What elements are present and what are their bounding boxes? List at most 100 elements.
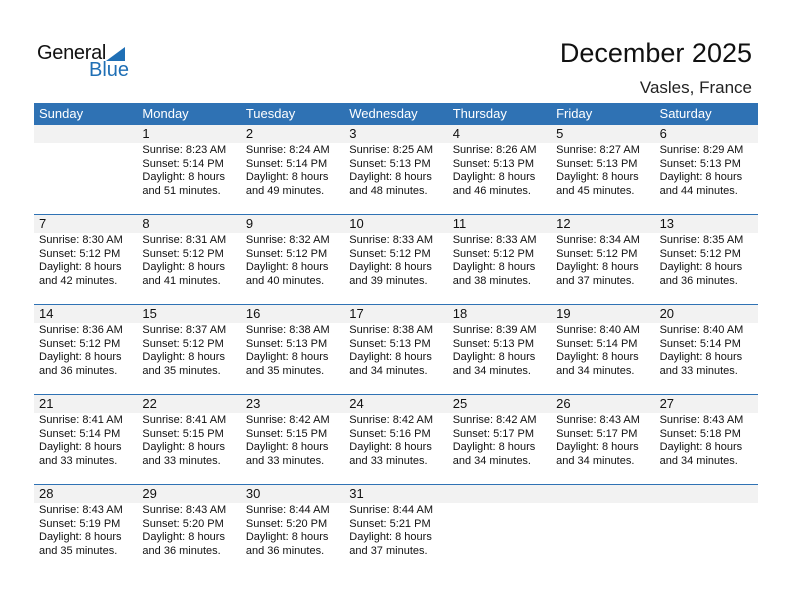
daylight-text: Daylight: 8 hours [245, 351, 329, 363]
daylight-text: and 46 minutes. [452, 184, 531, 197]
day-number-band [34, 215, 758, 233]
daylight-text: and 34 minutes. [349, 364, 428, 377]
day-cell: 13 Sunrise: 8:35 AM Sunset: 5:12 PM Dayligh… [655, 215, 758, 305]
daylight-text: Daylight: 8 hours [659, 171, 743, 183]
day-number: 30 [245, 486, 261, 501]
daylight-text: and 49 minutes. [245, 184, 325, 197]
daylight-text: and 36 minutes. [142, 544, 221, 557]
day-cell: 29 Sunrise: 8:43 AM Sunset: 5:20 PM Dayligh… [137, 485, 240, 575]
day-number: 12 [556, 216, 571, 231]
daylight-text: Daylight: 8 hours [556, 441, 639, 453]
day-cell: 28 Sunrise: 8:43 AM Sunset: 5:19 PM Dayligh… [34, 485, 137, 575]
day-cell: 8 Sunrise: 8:31 AM Sunset: 5:12 PM Daylight… [137, 215, 240, 305]
day-cell: 24 Sunrise: 8:42 AM Sunset: 5:16 PM Dayligh… [344, 395, 447, 485]
daylight-text: Daylight: 8 hours [142, 261, 225, 273]
daylight-text: and 35 minutes. [39, 544, 118, 557]
logo-text-blue: Blue [89, 59, 130, 81]
sunrise-text: Sunrise: 8:41 AM [142, 414, 227, 426]
sunset-text: Sunset: 5:12 PM [39, 337, 121, 350]
sunset-text: Sunset: 5:14 PM [142, 157, 224, 170]
daylight-text: Daylight: 8 hours [39, 531, 122, 543]
daylight-text: and 34 minutes. [556, 364, 635, 377]
daylight-text: and 51 minutes. [142, 184, 221, 197]
sunset-text: Sunset: 5:17 PM [452, 427, 535, 440]
weekday-monday: Monday [142, 106, 189, 121]
day-cell: 9 Sunrise: 8:32 AM Sunset: 5:12 PM Daylight… [241, 215, 344, 305]
week-row: 1 Sunrise: 8:23 AM Sunset: 5:14 PM Daylight… [34, 125, 758, 215]
daylight-text: and 41 minutes. [142, 274, 221, 287]
sunset-text: Sunset: 5:12 PM [142, 337, 224, 350]
sunrise-text: Sunrise: 8:40 AM [659, 324, 744, 336]
day-number: 18 [452, 306, 468, 321]
day-number: 27 [659, 396, 675, 411]
sunrise-text: Sunrise: 8:23 AM [142, 144, 227, 156]
day-cell: 5 Sunrise: 8:27 AM Sunset: 5:13 PM Daylight… [551, 125, 654, 215]
day-number: 4 [452, 126, 460, 141]
day-cell: 19 Sunrise: 8:40 AM Sunset: 5:14 PM Dayligh… [551, 305, 654, 395]
day-number: 31 [349, 486, 364, 501]
day-cell: 18 Sunrise: 8:39 AM Sunset: 5:13 PM Dayligh… [448, 305, 551, 395]
day-number-band [34, 125, 758, 143]
sunset-text: Sunset: 5:15 PM [245, 427, 328, 440]
day-cell: 7 Sunrise: 8:30 AM Sunset: 5:12 PM Daylight… [34, 215, 137, 305]
daylight-text: and 39 minutes. [349, 274, 428, 287]
sunrise-text: Sunrise: 8:38 AM [349, 324, 434, 336]
weekday-saturday: Saturday [659, 106, 712, 121]
sunset-text: Sunset: 5:17 PM [556, 427, 638, 440]
sunrise-text: Sunrise: 8:35 AM [659, 234, 744, 246]
sunset-text: Sunset: 5:13 PM [452, 337, 535, 350]
daylight-text: and 36 minutes. [39, 364, 118, 377]
daylight-text: and 33 minutes. [659, 364, 738, 377]
day-number: 8 [142, 216, 150, 231]
daylight-text: and 33 minutes. [349, 454, 428, 467]
day-number: 28 [39, 486, 54, 501]
sunset-text: Sunset: 5:15 PM [142, 427, 224, 440]
daylight-text: Daylight: 8 hours [142, 351, 225, 363]
daylight-text: Daylight: 8 hours [349, 261, 432, 273]
day-cell: 15 Sunrise: 8:37 AM Sunset: 5:12 PM Dayligh… [137, 305, 240, 395]
sunset-text: Sunset: 5:13 PM [349, 337, 431, 350]
daylight-text: Daylight: 8 hours [245, 171, 329, 183]
sunrise-text: Sunrise: 8:42 AM [452, 414, 537, 426]
day-number: 9 [245, 216, 254, 231]
day-cell: 30 Sunrise: 8:44 AM Sunset: 5:20 PM Dayligh… [241, 485, 344, 575]
daylight-text: and 33 minutes. [142, 454, 221, 467]
sunrise-text: Sunrise: 8:36 AM [39, 324, 123, 336]
sunset-text: Sunset: 5:18 PM [659, 427, 741, 440]
daylight-text: Daylight: 8 hours [142, 171, 225, 183]
sunrise-text: Sunrise: 8:43 AM [39, 504, 123, 516]
daylight-text: Daylight: 8 hours [452, 171, 536, 183]
daylight-text: and 35 minutes. [245, 364, 325, 377]
sunrise-text: Sunrise: 8:44 AM [245, 504, 330, 516]
sunrise-text: Sunrise: 8:24 AM [245, 144, 330, 156]
weekday-thursday: Thursday [452, 106, 507, 121]
daylight-text: and 45 minutes. [556, 184, 635, 197]
day-number: 26 [556, 396, 571, 411]
sunset-text: Sunset: 5:12 PM [349, 247, 431, 260]
sunrise-text: Sunrise: 8:37 AM [142, 324, 227, 336]
logo-triangle-icon [106, 47, 125, 61]
sunset-text: Sunset: 5:13 PM [556, 157, 638, 170]
weekday-header: Sunday Monday Tuesday Wednesday Thursday Frid… [34, 103, 758, 125]
sunset-text: Sunset: 5:14 PM [245, 157, 328, 170]
sunset-text: Sunset: 5:14 PM [39, 427, 121, 440]
daylight-text: Daylight: 8 hours [245, 441, 329, 453]
daylight-text: Daylight: 8 hours [245, 531, 329, 543]
day-number: 24 [349, 396, 364, 411]
day-number: 17 [349, 306, 364, 321]
daylight-text: and 34 minutes. [659, 454, 738, 467]
sunset-text: Sunset: 5:12 PM [245, 247, 328, 260]
day-number: 21 [39, 396, 54, 411]
sunrise-text: Sunrise: 8:25 AM [349, 144, 434, 156]
sunset-text: Sunset: 5:13 PM [245, 337, 328, 350]
day-cell: 11 Sunrise: 8:33 AM Sunset: 5:12 PM Dayligh… [448, 215, 551, 305]
day-cell: 25 Sunrise: 8:42 AM Sunset: 5:17 PM Dayligh… [448, 395, 551, 485]
sunrise-text: Sunrise: 8:42 AM [349, 414, 434, 426]
day-number: 23 [245, 396, 261, 411]
daylight-text: Daylight: 8 hours [452, 261, 536, 273]
sunset-text: Sunset: 5:21 PM [349, 517, 431, 530]
sunset-text: Sunset: 5:12 PM [556, 247, 638, 260]
day-number: 15 [142, 306, 157, 321]
day-cell: 12 Sunrise: 8:34 AM Sunset: 5:12 PM Dayligh… [551, 215, 654, 305]
sunrise-text: Sunrise: 8:26 AM [452, 144, 537, 156]
